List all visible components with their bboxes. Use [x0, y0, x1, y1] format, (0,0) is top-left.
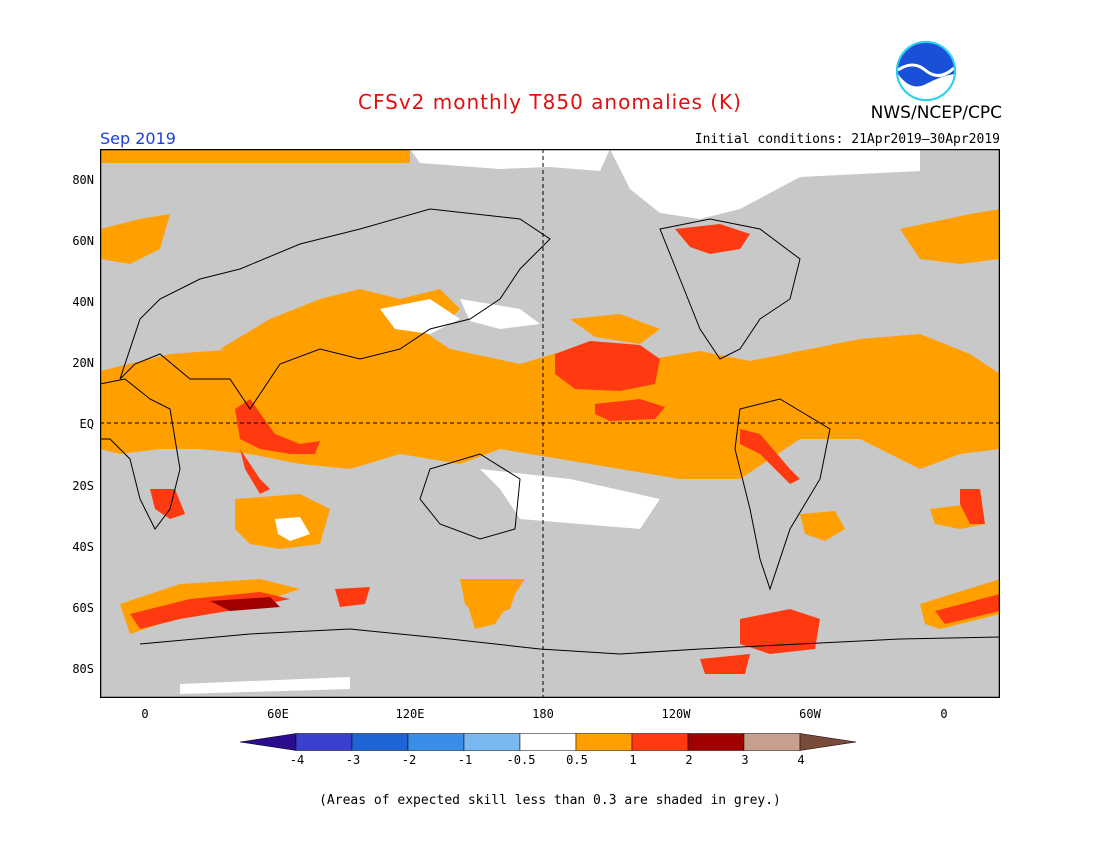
- noaa-logo: [895, 40, 957, 102]
- lon-label-120e: 120E: [395, 707, 425, 721]
- lon-label-180: 180: [532, 707, 554, 721]
- initial-conditions: Initial conditions: 21Apr2019–30Apr2019: [694, 132, 1000, 147]
- lon-label-0: 0: [141, 707, 149, 721]
- agency-label: NWS/NCEP/CPC: [870, 103, 1002, 123]
- colorbar-tick: -3: [345, 753, 361, 767]
- colorbar-tick: -4: [289, 753, 305, 767]
- colorbar-segment: [463, 733, 521, 751]
- colorbar-segment: [631, 733, 689, 751]
- lon-label-60e: 60E: [267, 707, 289, 721]
- lat-label-20n: 20N: [72, 356, 94, 370]
- colorbar-tick: -0.5: [506, 753, 536, 767]
- lat-label-eq: EQ: [79, 417, 94, 431]
- lat-label-20s: 20S: [72, 479, 94, 493]
- lat-label-40s: 40S: [72, 540, 94, 554]
- colorbar-tick: 3: [741, 753, 749, 767]
- colorbar-tick: 4: [797, 753, 805, 767]
- colorbar-tick: 2: [685, 753, 693, 767]
- valid-month: Sep 2019: [100, 129, 176, 148]
- colorbar-segment: [575, 733, 633, 751]
- colorbar-segment: [351, 733, 409, 751]
- colorbar-tick: -1: [457, 753, 473, 767]
- colorbar-segment: [743, 733, 801, 751]
- lon-label-0-east: 0: [940, 707, 948, 721]
- lat-label-80n: 80N: [72, 173, 94, 187]
- footnote: (Areas of expected skill less than 0.3 a…: [319, 793, 781, 808]
- lon-label-120w: 120W: [661, 707, 691, 721]
- colorbar-segment: [295, 733, 353, 751]
- lat-label-60s: 60S: [72, 601, 94, 615]
- lat-label-80s: 80S: [72, 662, 94, 676]
- lat-label-40n: 40N: [72, 295, 94, 309]
- colorbar-tick: 1: [629, 753, 637, 767]
- map-title: CFSv2 monthly T850 anomalies (K): [358, 90, 742, 114]
- anomaly-map: [99, 148, 1001, 699]
- colorbar-segment: [407, 733, 465, 751]
- colorbar-segment: [519, 733, 577, 751]
- lon-label-60w: 60W: [799, 707, 821, 721]
- colorbar-segment: [687, 733, 745, 751]
- colorbar-tick: 0.5: [566, 753, 588, 767]
- colorbar-segment: [239, 733, 297, 751]
- colorbar: [239, 733, 860, 751]
- colorbar-segment: [799, 733, 857, 751]
- lat-label-60n: 60N: [72, 234, 94, 248]
- colorbar-tick: -2: [401, 753, 417, 767]
